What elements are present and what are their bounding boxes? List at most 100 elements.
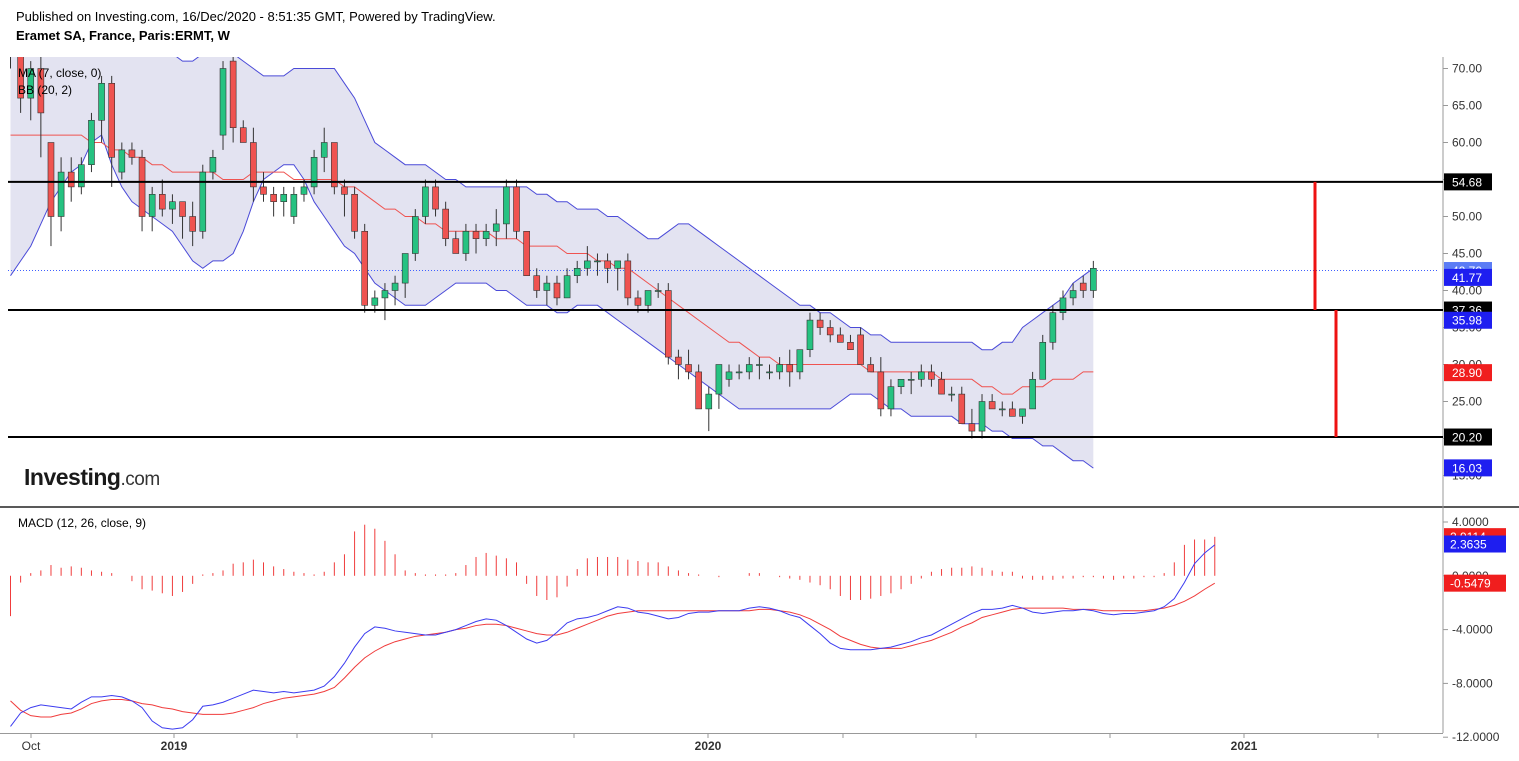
- price-tag-box: [1444, 268, 1492, 286]
- candle-body: [290, 194, 298, 217]
- candle: [806, 312, 814, 358]
- candle-body: [553, 282, 561, 299]
- candle: [917, 364, 925, 387]
- candle: [614, 260, 622, 291]
- candle: [27, 61, 35, 121]
- candle: [1009, 401, 1016, 417]
- price-pane: [8, 57, 1438, 469]
- candle: [594, 253, 601, 276]
- candle: [331, 142, 338, 195]
- candle: [290, 186, 298, 224]
- candle: [229, 57, 237, 143]
- candle: [766, 364, 773, 380]
- x-tick-label: 2021: [1231, 739, 1258, 753]
- bollinger-lower-line: [10, 134, 1094, 469]
- candle-body: [998, 408, 1006, 411]
- candle-body: [361, 231, 369, 306]
- candle-body: [442, 208, 449, 240]
- candle: [584, 246, 591, 276]
- candle: [88, 112, 95, 173]
- macd-value-tag: -0.5479: [1444, 574, 1506, 592]
- candle-body: [1059, 297, 1067, 313]
- candle: [604, 253, 611, 284]
- candle: [664, 283, 672, 365]
- candle: [695, 364, 702, 410]
- price-tag: 54.68: [1444, 173, 1492, 191]
- macd-legend: MACD (12, 26, close, 9): [18, 516, 147, 530]
- macd-value-tag: 2.3635: [1444, 535, 1506, 553]
- candle-body: [310, 157, 318, 188]
- candle-body: [584, 260, 591, 269]
- candle: [47, 142, 55, 247]
- candle-body: [189, 216, 196, 232]
- candle-body: [543, 282, 551, 291]
- candle-body: [138, 157, 146, 217]
- candle: [401, 253, 409, 298]
- candle: [67, 157, 75, 202]
- price-tag-box: [1444, 173, 1492, 191]
- candle-body: [270, 194, 277, 203]
- candle: [563, 268, 571, 299]
- candle-body: [462, 231, 470, 254]
- candle: [543, 275, 551, 306]
- price-tag-label: 41.77: [1452, 271, 1482, 285]
- price-tag: 35.98: [1444, 311, 1492, 329]
- bollinger-upper-line: [176, 57, 1094, 351]
- candle: [57, 157, 65, 232]
- candle: [948, 386, 955, 402]
- candle: [725, 364, 733, 387]
- candle-body: [523, 231, 530, 277]
- macd-tag-label: 2.3635: [1450, 538, 1487, 552]
- candle: [320, 127, 328, 173]
- bb-legend: BB (20, 2): [18, 83, 73, 97]
- candle-body: [735, 371, 743, 374]
- candle-body: [1029, 378, 1036, 410]
- candle: [138, 149, 146, 232]
- candle: [786, 349, 794, 387]
- candle: [432, 179, 439, 217]
- macd-tag-box: [1444, 535, 1506, 553]
- candle-body: [644, 290, 652, 306]
- candle-body: [411, 216, 419, 254]
- candle-body: [988, 401, 996, 410]
- candle-body: [1049, 312, 1057, 343]
- y-tick-label: 50.00: [1452, 210, 1482, 224]
- candle: [351, 186, 358, 239]
- candle: [1039, 334, 1047, 380]
- candle-body: [250, 142, 257, 188]
- candle-body: [1069, 290, 1077, 299]
- y-tick-label: 45.00: [1452, 247, 1482, 261]
- candle: [1079, 275, 1087, 298]
- candle-body: [37, 68, 45, 114]
- candle-body: [1079, 282, 1087, 291]
- candle: [897, 378, 905, 395]
- candle-body: [17, 57, 24, 99]
- macd-line: [10, 544, 1216, 730]
- candle: [523, 231, 530, 277]
- candle-body: [67, 171, 75, 188]
- candle-body: [867, 364, 875, 373]
- candle-body: [239, 127, 247, 143]
- candle: [422, 179, 429, 224]
- bollinger-basis-line: [10, 134, 1094, 395]
- candle-body: [664, 290, 672, 358]
- candle-body: [371, 297, 379, 306]
- candle-body: [685, 364, 692, 373]
- price-tag-box: [1444, 459, 1492, 477]
- candle-body: [563, 275, 571, 299]
- candle: [654, 283, 662, 298]
- candle: [260, 172, 267, 202]
- candle-body: [98, 83, 105, 121]
- candle: [1059, 290, 1067, 321]
- candle: [108, 75, 115, 187]
- candle: [503, 179, 510, 239]
- logo-suffix: .com: [120, 469, 160, 490]
- candle-body: [857, 334, 864, 365]
- candle-body: [897, 378, 905, 387]
- y-tick-label: 40.00: [1452, 284, 1482, 298]
- candle: [857, 327, 864, 365]
- candle: [270, 186, 277, 217]
- price-tag-label: 35.98: [1452, 314, 1482, 328]
- candle: [159, 179, 166, 217]
